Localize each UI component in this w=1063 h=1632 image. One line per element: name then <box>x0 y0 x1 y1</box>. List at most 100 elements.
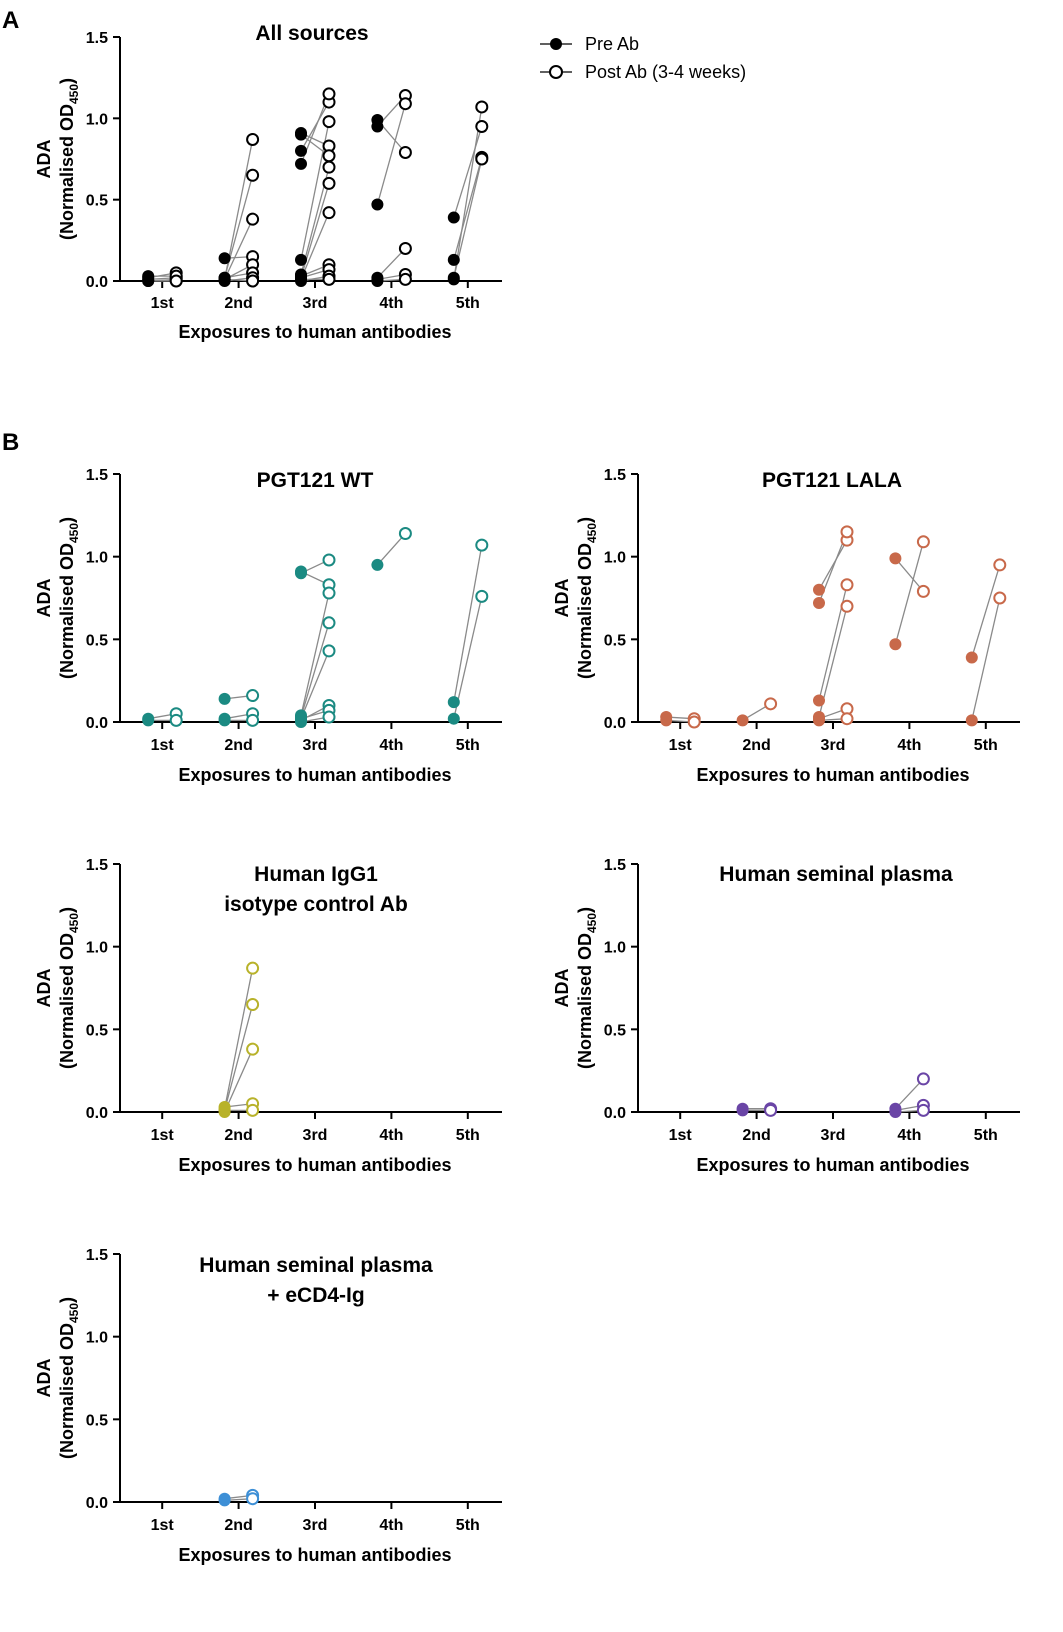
x-tick-label: 3rd <box>303 295 328 312</box>
post-ab-point <box>475 152 489 166</box>
chart-human-seminal-plasma: Human seminal plasma 0.0 0.5 1.0 1.5 1st 2nd 3r… <box>552 857 1020 1175</box>
x-tick-label: 2nd <box>742 1127 770 1144</box>
post-ab-point <box>322 616 336 630</box>
legend: Pre Ab Post Ab (3-4 weeks) <box>540 34 746 82</box>
y-tick-label: 1.0 <box>86 550 108 567</box>
post-ab-point <box>246 1103 260 1117</box>
post-ab-point <box>322 553 336 567</box>
pair-line <box>224 1048 254 1113</box>
x-tick-label: 5th <box>456 737 480 754</box>
y-tick-label: 1.0 <box>604 550 626 567</box>
pair-line <box>894 541 925 645</box>
post-ab-point <box>475 119 489 133</box>
post-ab-point <box>322 272 336 286</box>
pair-line <box>300 101 330 152</box>
x-tick-label: 2nd <box>224 1127 252 1144</box>
pre-ab-point <box>447 712 460 725</box>
pair-lines <box>148 533 483 723</box>
legend-pre-label: Pre Ab <box>585 34 639 54</box>
y-axis-label: ADA <box>552 969 572 1008</box>
post-ab-point <box>398 241 412 255</box>
pre-ab-point <box>447 253 460 266</box>
x-tick-label: 3rd <box>303 1517 328 1534</box>
pair-line <box>453 126 483 218</box>
post-ab-point <box>398 145 412 159</box>
legend-post-marker <box>549 65 563 79</box>
post-ab-point <box>916 584 930 598</box>
x-tick-label: 2nd <box>224 1517 252 1534</box>
data-markers <box>142 527 489 728</box>
pair-line <box>894 1078 924 1110</box>
chart-pgt121-lala: PGT121 LALA 0.0 0.5 1.0 1.5 1st 2nd 3rd 4th 5th Ex… <box>552 467 1020 785</box>
pair-lines <box>666 531 1001 723</box>
post-ab-point <box>322 149 336 163</box>
pair-line <box>818 539 848 591</box>
pair-line <box>300 650 330 719</box>
post-ab-point <box>840 599 854 613</box>
y-axis-label-sub: (Normalised OD450) <box>575 907 599 1069</box>
x-tick-label: 1st <box>669 1127 693 1144</box>
post-ab-point <box>246 132 260 146</box>
chart-all-sources: All sources 0.0 0.5 1.0 1.5 1st 2nd 3rd 4th 5th Ex… <box>34 22 502 342</box>
pre-ab-point <box>371 120 384 133</box>
y-axis-label: ADA <box>34 1359 54 1398</box>
pre-ab-point <box>142 714 155 727</box>
pair-line <box>376 533 406 566</box>
post-ab-point <box>840 578 854 592</box>
panel-label-b: B <box>2 429 19 456</box>
data-markers <box>142 87 489 288</box>
post-ab-point <box>398 97 412 111</box>
data-markers <box>736 1072 930 1118</box>
post-ab-point <box>840 525 854 539</box>
post-ab-point <box>246 274 260 288</box>
pair-line <box>453 544 483 703</box>
pre-ab-point <box>295 567 307 580</box>
x-tick-label: 3rd <box>303 1127 328 1144</box>
y-tick-label: 1.0 <box>86 940 108 957</box>
chart-title: Human seminal plasma <box>719 863 953 886</box>
chart-pgt121-wt: PGT121 WT 0.0 0.5 1.0 1.5 1st 2nd 3rd 4th 5th Expo… <box>34 467 502 785</box>
pre-ab-point <box>447 696 460 709</box>
pre-ab-point <box>295 157 307 170</box>
pre-ab-point <box>371 275 384 287</box>
post-ab-point <box>993 591 1007 605</box>
post-ab-point <box>475 589 489 603</box>
y-tick-label: 1.5 <box>604 467 626 484</box>
post-ab-point <box>246 998 260 1012</box>
y-tick-label: 0.0 <box>86 1495 108 1512</box>
x-tick-label: 5th <box>974 1127 998 1144</box>
x-tick-label: 1st <box>151 1517 175 1534</box>
post-ab-point <box>169 713 183 727</box>
pre-ab-point <box>295 253 307 266</box>
post-ab-point <box>322 710 336 724</box>
x-tick-label: 4th <box>379 1517 403 1534</box>
x-axis-label: Exposures to human antibodies <box>696 1155 969 1175</box>
pre-ab-point <box>965 651 978 664</box>
post-ab-point <box>916 1103 930 1117</box>
pre-ab-point <box>218 252 231 265</box>
y-tick-label: 0.5 <box>604 632 626 649</box>
y-tick-label: 0.5 <box>86 193 108 210</box>
x-axis-label: Exposures to human antibodies <box>696 765 969 785</box>
post-ab-point <box>322 176 336 190</box>
pair-line <box>300 212 330 280</box>
x-tick-label: 1st <box>151 737 175 754</box>
y-tick-label: 1.0 <box>604 940 626 957</box>
pre-ab-point <box>813 596 825 609</box>
chart-title: PGT121 WT <box>257 469 374 492</box>
y-axis-label-sub: (Normalised OD450) <box>57 907 81 1069</box>
post-ab-point <box>840 712 854 726</box>
pair-lines <box>148 93 483 282</box>
pre-ab-point <box>295 716 307 728</box>
x-tick-label: 4th <box>379 737 403 754</box>
post-ab-point <box>322 115 336 129</box>
data-markers <box>218 961 260 1118</box>
pre-ab-point <box>218 1494 231 1507</box>
post-ab-point <box>246 212 260 226</box>
y-tick-label: 0.0 <box>604 715 626 732</box>
pre-ab-point <box>889 1106 902 1118</box>
x-tick-label: 4th <box>897 737 921 754</box>
post-ab-point <box>169 274 183 288</box>
pre-ab-point <box>660 714 673 727</box>
